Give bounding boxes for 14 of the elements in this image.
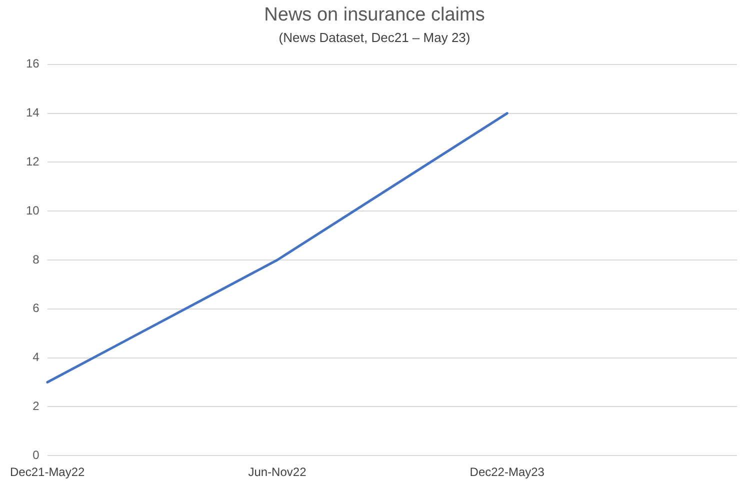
y-tick-label: 8 — [32, 252, 40, 266]
y-tick-label: 16 — [26, 56, 40, 71]
y-tick-label: 4 — [32, 350, 40, 364]
y-tick-label: 10 — [26, 203, 40, 218]
y-tick-label: 6 — [32, 301, 40, 316]
chart-title: News on insurance claims — [264, 4, 485, 26]
y-tick-label: 0 — [32, 448, 40, 462]
y-tick-label: 2 — [32, 399, 40, 414]
y-tick-label: 12 — [26, 154, 40, 169]
x-tick-label: Dec22-May23 — [470, 465, 545, 480]
y-tick-label: 14 — [26, 106, 40, 120]
x-tick-label: Jun-Nov22 — [248, 465, 307, 480]
chart-subtitle: (News Dataset, Dec21 – May 23) — [278, 30, 470, 46]
x-tick-label: Dec21-May22 — [10, 465, 86, 480]
